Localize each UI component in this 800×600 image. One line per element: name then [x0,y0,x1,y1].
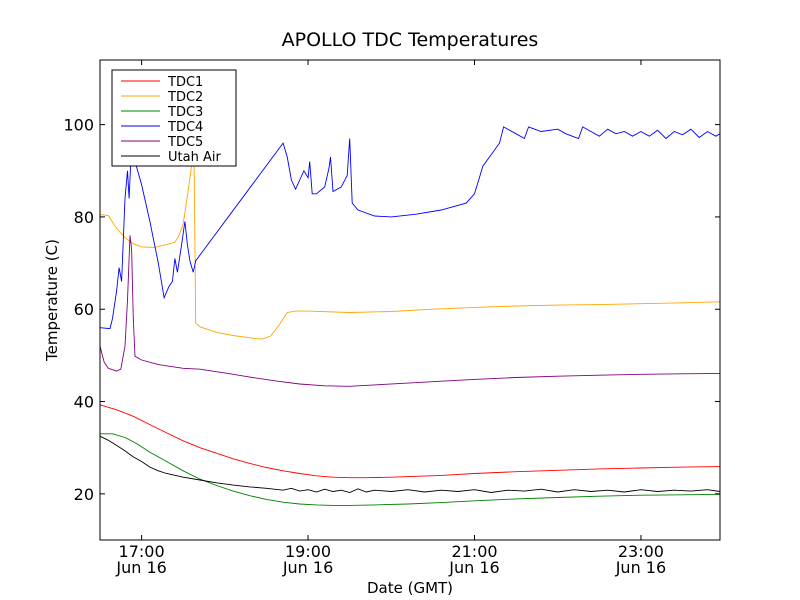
series-line-tdc4 [99,126,721,330]
x-tick-sublabel: Jun 16 [448,558,499,577]
legend-label: TDC5 [167,135,203,150]
series-layer [99,126,721,506]
y-tick-label: 80 [74,208,94,227]
x-tick-sublabel: Jun 16 [615,558,666,577]
y-axis-label: Temperature (C) [43,239,61,362]
legend-item-tdc2: TDC2 [121,90,203,105]
legend-item-tdc3: TDC3 [121,105,203,120]
x-tick-label: 23:00 [618,542,664,561]
series-line-tdc1 [99,404,721,479]
legend-box [111,69,237,167]
series-line-tdc3 [100,433,721,506]
legend-label: TDC2 [167,90,203,105]
series-line-tdc2 [99,152,721,340]
x-axis-label: Date (GMT) [367,579,453,597]
chart-title: APOLLO TDC Temperatures [282,29,539,51]
plot-area-frame [99,59,721,541]
legend-label: TDC1 [167,75,203,90]
x-tick-sublabel: Jun 16 [115,558,166,577]
x-tick-label: 19:00 [285,542,331,561]
y-tick-label: 100 [63,116,94,135]
y-tick-label: 20 [74,485,94,504]
legend-label: TDC3 [167,105,203,120]
legend-item-tdc1: TDC1 [121,75,203,90]
x-tick-label: 21:00 [451,542,497,561]
legend-item-tdc5: TDC5 [121,135,203,150]
x-tick-label: 17:00 [119,542,165,561]
legend-item-tdc4: TDC4 [121,120,203,135]
y-tick-label: 60 [74,300,94,319]
series-line-utah-air [99,435,721,493]
y-tick-label: 40 [74,393,94,412]
legend-label: Utah Air [168,150,221,165]
legend-label: TDC4 [167,120,203,135]
legend-item-utah-air: Utah Air [121,150,221,165]
series-line-tdc5 [99,235,721,387]
x-tick-sublabel: Jun 16 [282,558,333,577]
